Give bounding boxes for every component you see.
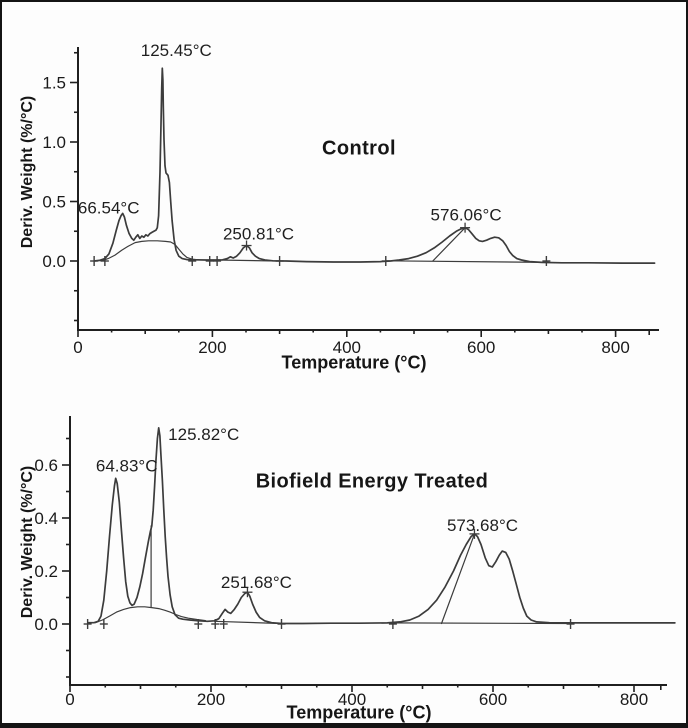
tangent-curve [432, 227, 466, 262]
integration-baseline-mid-curve [216, 259, 279, 262]
y-ticks [62, 437, 70, 678]
x-axis-label-control: Temperature (°C) [281, 352, 427, 373]
baseline-curve [100, 240, 200, 262]
y-axis-label-treated: Deriv. Weight (%/°C) [19, 465, 36, 619]
x-tick-label: 400 [333, 338, 361, 357]
x-tick-label: 200 [198, 338, 226, 357]
control-panel: 0.0 0.5 1.0 1.5 0 200 400 600 800 66.54°C 125.45°C… [2, 2, 686, 376]
x-tick-label: 0 [65, 690, 74, 709]
y-axis-label-control: Deriv. Weight (%/°C) [19, 95, 36, 249]
y-tick-label: 1.5 [42, 74, 66, 93]
peak-markers [242, 528, 480, 598]
treated-chart-svg: 0.0 0.2 0.4 0.6 0 200 400 600 800 64.83°C 125.82°C… [34, 416, 676, 709]
baseline-curve [94, 606, 206, 624]
treated-panel: 0.0 0.2 0.4 0.6 0 200 400 600 800 64.83°C 125.82°C… [2, 376, 686, 723]
dtg-curve [87, 427, 676, 625]
y-tick-label: 1.0 [42, 133, 66, 152]
y-tick-label: 0.4 [34, 509, 58, 528]
peak-label: 576.06°C [431, 206, 502, 225]
x-tick-label: 600 [467, 338, 495, 357]
x-ticks [77, 330, 651, 337]
x-tick-label: 400 [338, 690, 366, 709]
x-tick-label: 800 [601, 338, 629, 357]
peak-label: 573.68°C [447, 516, 518, 535]
axes [77, 47, 659, 331]
peak-label: 125.82°C [168, 425, 239, 444]
peak-label: 125.45°C [141, 41, 212, 60]
x-tick-label: 0 [73, 338, 82, 357]
axes [69, 416, 667, 686]
y-ticks [70, 51, 78, 322]
y-tick-label: 0.0 [42, 252, 66, 271]
peak-markers [241, 222, 471, 251]
control-chart-svg: 0.0 0.5 1.0 1.5 0 200 400 600 800 66.54°C 125.45°C… [42, 41, 659, 357]
x-tick-label: 600 [479, 690, 507, 709]
chart-title-control: Control [322, 137, 396, 160]
x-axis-label-treated: Temperature (°C) [286, 702, 432, 723]
tangent-curve [440, 533, 476, 625]
integration-baseline-high-curve [388, 622, 573, 625]
y-tick-label: 0.2 [34, 562, 58, 581]
peak-label: 64.83°C [96, 456, 158, 475]
peak-label: 251.68°C [221, 573, 292, 592]
integration-baseline-mid-curve [213, 620, 281, 625]
y-tick-label: 0.0 [34, 615, 58, 634]
peak-label: 250.81°C [223, 225, 294, 244]
x-tick-label: 800 [620, 690, 648, 709]
chart-title-treated: Biofield Energy Treated [255, 470, 489, 493]
x-ticks [69, 685, 662, 692]
dtg-curve [93, 67, 656, 264]
peak-label: 66.54°C [78, 198, 140, 217]
y-tick-label: 0.6 [34, 456, 58, 475]
zero-markers [83, 619, 575, 629]
x-tick-label: 200 [197, 690, 225, 709]
y-tick-label: 0.5 [42, 193, 66, 212]
zero-markers [90, 256, 551, 266]
integration-baseline-high-curve [385, 260, 550, 263]
